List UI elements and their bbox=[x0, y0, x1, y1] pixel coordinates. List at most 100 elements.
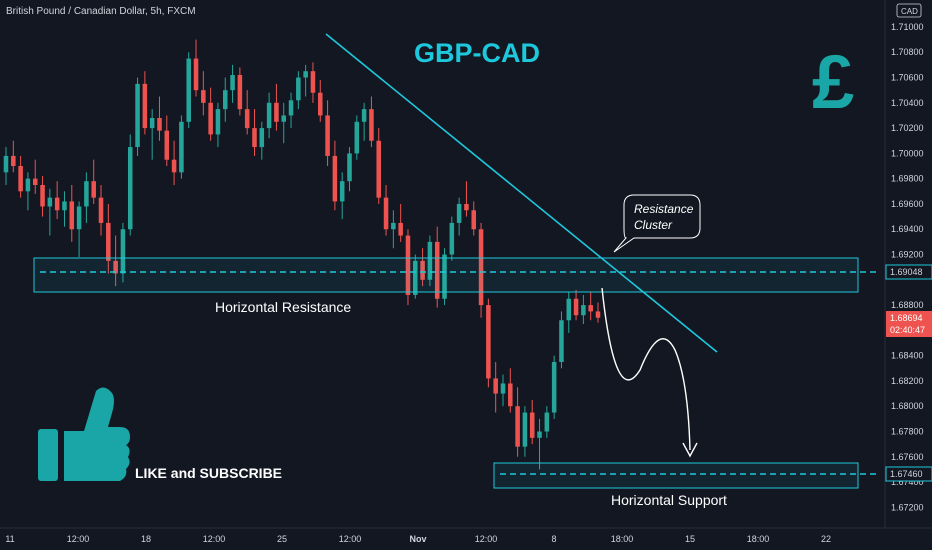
candle bbox=[266, 92, 272, 139]
x-tick-label: 18:00 bbox=[611, 534, 634, 544]
like-subscribe-label: LIKE and SUBSCRIBE bbox=[135, 465, 282, 481]
candle bbox=[40, 176, 45, 217]
support-price-tag-label: 1.67460 bbox=[890, 469, 923, 479]
candle bbox=[164, 115, 170, 167]
currency-badge bbox=[896, 3, 922, 18]
horizontal-support-label: Horizontal Support bbox=[611, 492, 727, 508]
thumbs-up-icon bbox=[38, 387, 130, 481]
candle bbox=[325, 100, 330, 167]
candle bbox=[215, 102, 221, 148]
y-tick-label: 1.70400 bbox=[891, 98, 924, 108]
candle bbox=[281, 102, 286, 144]
candle bbox=[354, 115, 360, 160]
candle bbox=[11, 140, 16, 173]
resistance-zone bbox=[33, 257, 859, 293]
candle bbox=[135, 77, 140, 156]
candle bbox=[244, 90, 250, 135]
candle bbox=[310, 62, 316, 103]
candle bbox=[515, 387, 520, 457]
pound-sign-icon: £ bbox=[812, 40, 854, 125]
resistance-price-tag-label: 1.69048 bbox=[890, 267, 923, 277]
candle bbox=[288, 92, 294, 129]
candle bbox=[551, 355, 557, 419]
x-tick-label: 12:00 bbox=[339, 534, 362, 544]
candle bbox=[391, 210, 396, 249]
candle bbox=[98, 184, 104, 236]
candle bbox=[332, 140, 338, 211]
candle bbox=[149, 109, 155, 160]
candle bbox=[522, 406, 528, 457]
candle bbox=[186, 52, 191, 129]
candle bbox=[208, 87, 213, 141]
x-tick-label: 18:00 bbox=[747, 534, 770, 544]
y-tick-label: 1.70800 bbox=[891, 47, 924, 57]
x-tick-label: 12:00 bbox=[67, 534, 90, 544]
chart-title: GBP-CAD bbox=[414, 38, 540, 68]
y-tick-label: 1.68200 bbox=[891, 376, 924, 386]
candle bbox=[18, 155, 23, 198]
candle bbox=[449, 216, 455, 261]
candle bbox=[383, 184, 389, 236]
candle bbox=[106, 203, 111, 274]
candles bbox=[3, 39, 601, 470]
x-tick-label: 12:00 bbox=[475, 534, 498, 544]
candle bbox=[179, 115, 184, 179]
candle bbox=[54, 181, 60, 220]
candle bbox=[84, 172, 89, 223]
candle bbox=[62, 191, 67, 227]
current-price-label: 1.68694 bbox=[890, 313, 923, 323]
x-tick-label: 18 bbox=[141, 534, 151, 544]
candle bbox=[508, 368, 513, 413]
candle bbox=[230, 64, 235, 103]
candle bbox=[142, 71, 148, 135]
y-tick-label: 1.67800 bbox=[891, 427, 924, 437]
candle bbox=[25, 172, 31, 211]
resistance-cluster-label-2: Cluster bbox=[634, 218, 673, 232]
candle bbox=[318, 80, 323, 122]
x-tick-label: 11 bbox=[5, 534, 14, 544]
candle bbox=[529, 399, 535, 445]
candle bbox=[413, 254, 418, 299]
candle bbox=[544, 406, 550, 438]
x-tick-label: 25 bbox=[277, 534, 287, 544]
candle bbox=[471, 201, 477, 236]
projection-path bbox=[601, 287, 691, 451]
candle bbox=[157, 96, 162, 141]
x-tick-label: 8 bbox=[551, 534, 556, 544]
candle bbox=[427, 235, 433, 287]
candle bbox=[478, 222, 484, 318]
candle bbox=[493, 361, 498, 413]
resistance-cluster-label-1: Resistance bbox=[634, 202, 694, 216]
candle bbox=[500, 374, 506, 407]
y-tick-label: 1.67200 bbox=[891, 502, 924, 512]
y-tick-label: 1.69400 bbox=[891, 224, 924, 234]
price-axis[interactable]: 1.71000 1.70800 1.70600 1.70400 1.70200 1.700… bbox=[891, 22, 924, 512]
candle bbox=[581, 294, 586, 325]
x-tick-label: 15 bbox=[685, 534, 695, 544]
candle bbox=[193, 39, 199, 97]
candle bbox=[303, 64, 308, 97]
y-tick-label: 1.70000 bbox=[891, 148, 924, 158]
candle bbox=[76, 201, 82, 258]
time-axis[interactable]: 11 12:00 18 12:00 25 12:00 Nov 12:00 8 18:00 15 18:… bbox=[5, 534, 831, 544]
candle bbox=[398, 203, 403, 242]
candle bbox=[588, 292, 593, 321]
candle bbox=[595, 302, 601, 323]
candle bbox=[237, 67, 243, 116]
y-tick-label: 1.71000 bbox=[891, 22, 924, 32]
resistance-price-tag bbox=[885, 264, 932, 280]
candle bbox=[47, 188, 53, 236]
horizontal-resistance-label: Horizontal Resistance bbox=[215, 299, 351, 315]
candle bbox=[566, 292, 572, 333]
candle bbox=[32, 159, 38, 194]
y-tick-label: 1.70200 bbox=[891, 123, 924, 133]
candle bbox=[456, 197, 462, 236]
candle bbox=[296, 71, 301, 110]
candle bbox=[537, 418, 542, 470]
x-tick-label: Nov bbox=[409, 534, 426, 544]
candle bbox=[559, 311, 564, 369]
currency-badge-label: CAD bbox=[901, 7, 918, 16]
y-tick-label: 1.67600 bbox=[891, 452, 924, 462]
y-tick-label: 1.68000 bbox=[891, 401, 924, 411]
